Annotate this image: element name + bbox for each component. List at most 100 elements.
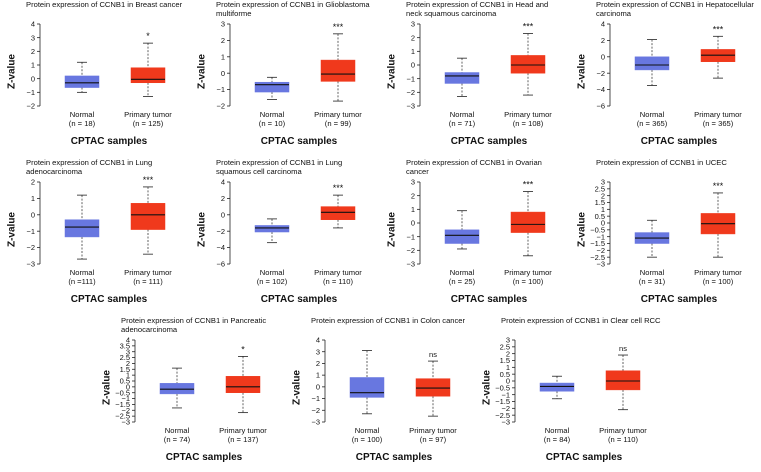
chart-title: Protein expression of CCNB1 in Glioblast… bbox=[216, 0, 370, 18]
y-tick-label: −1 bbox=[216, 85, 225, 94]
y-axis-label: Z-value bbox=[196, 54, 208, 90]
normal-sample-count: (n = 25) bbox=[448, 277, 476, 286]
y-tick-label: 0.5 bbox=[120, 377, 130, 386]
box-plot: −2 −1 0 1 2 3 4 * bbox=[26, 20, 166, 111]
chart-panel: Protein expression of CCNB1 in Clear cel… bbox=[475, 316, 665, 472]
y-tick-label: 2 bbox=[601, 191, 605, 200]
y-tick-label: 3 bbox=[31, 33, 35, 42]
y-tick-label: −3 bbox=[26, 260, 35, 269]
tumor-sample-count: (n = 365) bbox=[702, 119, 734, 128]
tumor-box bbox=[130, 67, 166, 84]
normal-sample-count: (n = 71) bbox=[448, 119, 476, 128]
y-tick-label: 2 bbox=[411, 33, 415, 42]
y-tick-label: 2.5 bbox=[595, 184, 605, 193]
normal-group-name: Normal bbox=[449, 268, 475, 277]
y-tick-label: 0 bbox=[221, 69, 225, 78]
normal-box bbox=[159, 383, 195, 395]
y-tick-label: 0 bbox=[601, 52, 605, 61]
y-tick-label: −1.5 bbox=[115, 400, 130, 409]
y-tick-label: −0.5 bbox=[590, 225, 605, 234]
y-tick-label: −1 bbox=[121, 394, 130, 403]
y-axis-label: Z-value bbox=[576, 54, 588, 90]
chart-title: Protein expression of CCNB1 in Colon can… bbox=[311, 316, 466, 325]
y-tick-label: 0 bbox=[411, 61, 415, 70]
y-tick-label: −2 bbox=[406, 246, 415, 255]
y-tick-label: −3 bbox=[406, 260, 415, 269]
y-tick-label: 2 bbox=[411, 191, 415, 200]
y-tick-label: 2 bbox=[506, 349, 510, 358]
y-tick-label: −2.5 bbox=[590, 253, 605, 262]
normal-box bbox=[254, 81, 290, 93]
y-tick-label: 3 bbox=[506, 336, 510, 345]
tumor-sample-count: (n = 99) bbox=[324, 119, 352, 128]
y-tick-label: −2 bbox=[596, 246, 605, 255]
normal-group-label: Normal (n =111) bbox=[47, 268, 117, 286]
y-tick-label: −3 bbox=[121, 418, 130, 427]
significance-marker: *** bbox=[333, 183, 344, 193]
y-tick-label: 0.5 bbox=[500, 370, 510, 379]
y-tick-label: 4 bbox=[601, 20, 605, 29]
y-tick-label: 1 bbox=[411, 205, 415, 214]
x-axis-label: CPTAC samples bbox=[545, 452, 623, 463]
x-axis-label: CPTAC samples bbox=[260, 294, 338, 305]
chart-panel: Protein expression of CCNB1 in Lung aden… bbox=[0, 158, 190, 314]
box-plot: −3 −2 −1 0 1 2 3 *** bbox=[406, 178, 546, 269]
tumor-group-label: Primary tumor (n = 108) bbox=[493, 110, 563, 128]
x-axis-label: CPTAC samples bbox=[355, 452, 433, 463]
significance-marker: ns bbox=[429, 350, 437, 359]
y-tick-label: −2.5 bbox=[495, 411, 510, 420]
tumor-group-name: Primary tumor bbox=[504, 110, 552, 119]
box-plot: −3 −2 −1 0 1 2 *** bbox=[26, 175, 166, 269]
x-axis-label: CPTAC samples bbox=[450, 294, 528, 305]
tumor-group-label: Primary tumor (n = 111) bbox=[113, 268, 183, 286]
tumor-sample-count: (n = 108) bbox=[512, 119, 544, 128]
normal-group-name: Normal bbox=[449, 110, 475, 119]
tumor-sample-count: (n = 100) bbox=[512, 277, 544, 286]
y-axis-label: Z-value bbox=[576, 212, 588, 248]
y-tick-label: −4 bbox=[596, 85, 605, 94]
tumor-group-label: Primary tumor (n = 110) bbox=[588, 426, 658, 444]
normal-group-label: Normal (n = 31) bbox=[617, 268, 687, 286]
normal-sample-count: (n = 31) bbox=[638, 277, 666, 286]
normal-sample-count: (n = 102) bbox=[256, 277, 288, 286]
box-plot: −3−2.5−2−1.5−1−0.500.511.522.533.54 * bbox=[115, 336, 261, 427]
y-tick-label: 2.5 bbox=[500, 342, 510, 351]
y-tick-label: −1 bbox=[406, 74, 415, 83]
y-tick-label: −2 bbox=[406, 88, 415, 97]
y-tick-label: 3 bbox=[221, 20, 225, 29]
tumor-group-name: Primary tumor bbox=[409, 426, 457, 435]
tumor-group-name: Primary tumor bbox=[694, 110, 742, 119]
normal-group-label: Normal (n = 71) bbox=[427, 110, 497, 128]
chart-panel: Protein expression of CCNB1 in Glioblast… bbox=[190, 0, 380, 156]
y-tick-label: 1 bbox=[601, 205, 605, 214]
normal-sample-count: (n = 18) bbox=[68, 119, 96, 128]
chart-panel: Protein expression of CCNB1 in Breast ca… bbox=[0, 0, 190, 156]
y-tick-label: 0 bbox=[506, 377, 510, 386]
y-tick-label: −1 bbox=[26, 88, 35, 97]
significance-marker: *** bbox=[713, 24, 724, 34]
chart-title: Protein expression of CCNB1 in Ovarian c… bbox=[406, 158, 542, 176]
y-tick-label: 0 bbox=[31, 210, 35, 219]
tumor-group-label: Primary tumor (n = 125) bbox=[113, 110, 183, 128]
y-tick-label: 0 bbox=[126, 382, 130, 391]
normal-box bbox=[634, 56, 670, 71]
y-axis-label: Z-value bbox=[386, 54, 398, 90]
normal-box bbox=[254, 225, 290, 233]
normal-box bbox=[444, 229, 480, 244]
normal-group-name: Normal bbox=[69, 268, 95, 277]
chart-title: Protein expression of CCNB1 in Pancreati… bbox=[121, 316, 267, 334]
tumor-box bbox=[605, 370, 641, 391]
significance-marker: *** bbox=[333, 22, 344, 32]
y-tick-label: −1 bbox=[311, 394, 320, 403]
y-tick-label: −1 bbox=[596, 232, 605, 241]
tumor-box bbox=[415, 378, 451, 397]
y-axis-label: Z-value bbox=[386, 212, 398, 248]
y-tick-label: 3 bbox=[411, 178, 415, 187]
y-tick-label: −2 bbox=[596, 69, 605, 78]
y-tick-label: 4 bbox=[31, 20, 35, 29]
y-tick-label: 3.5 bbox=[120, 341, 130, 350]
y-tick-label: 3 bbox=[411, 20, 415, 29]
y-tick-label: 1.5 bbox=[500, 356, 510, 365]
significance-marker: *** bbox=[713, 181, 724, 191]
y-axis-label: Z-value bbox=[101, 370, 113, 406]
